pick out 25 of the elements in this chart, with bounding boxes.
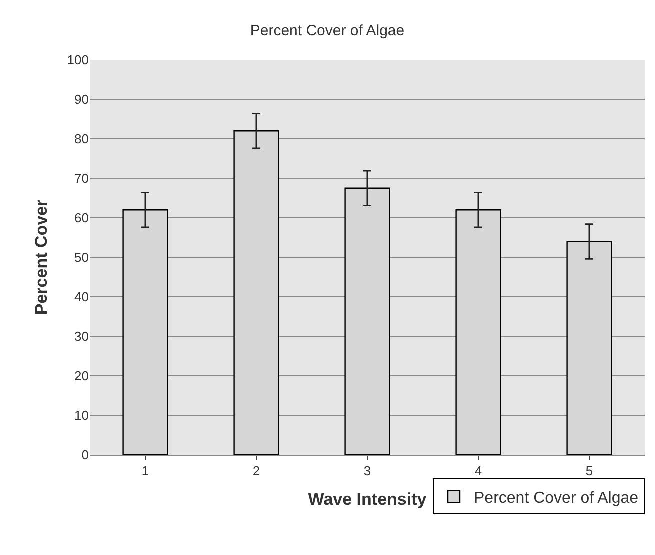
y-tick-label: 100 — [67, 52, 89, 68]
x-tick-label: 2 — [252, 464, 260, 479]
chart-title: Percent Cover of Algae — [250, 22, 405, 40]
y-tick-label: 30 — [74, 329, 89, 344]
bar — [344, 188, 390, 455]
y-tick-label: 70 — [74, 171, 89, 186]
y-tick-label: 20 — [74, 368, 89, 384]
y-tick-label: 10 — [74, 408, 89, 424]
x-axis-title: Wave Intensity — [308, 490, 428, 509]
x-tick-label: 5 — [586, 464, 594, 479]
bar — [234, 130, 280, 455]
y-tick-label: 50 — [74, 250, 89, 266]
y-tick-label: 40 — [74, 290, 89, 305]
bar — [566, 241, 612, 455]
x-tick-label: 4 — [474, 464, 482, 479]
bar — [456, 210, 502, 455]
y-tick-label: 80 — [74, 132, 89, 147]
legend-label: Percent Cover of Algae — [474, 490, 639, 507]
y-tick-label: 60 — [74, 210, 89, 226]
y-tick-label: 90 — [74, 92, 89, 108]
y-tick-label: 0 — [82, 448, 89, 463]
x-tick-label: 3 — [364, 464, 372, 479]
x-tick-label: 1 — [142, 464, 150, 479]
bar — [122, 210, 168, 455]
y-axis-title: Percent Cover — [32, 199, 51, 316]
